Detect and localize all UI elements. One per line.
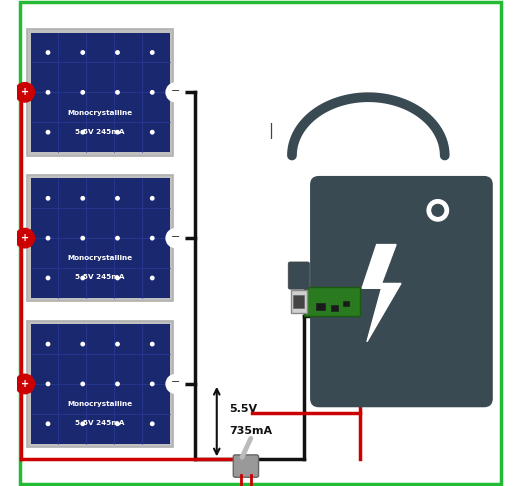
- Circle shape: [151, 196, 154, 200]
- Text: −: −: [171, 86, 180, 96]
- Text: Monocrystalline: Monocrystalline: [68, 255, 133, 261]
- Circle shape: [81, 276, 84, 280]
- Circle shape: [81, 237, 84, 240]
- Circle shape: [116, 130, 119, 134]
- Text: |: |: [268, 123, 273, 139]
- Polygon shape: [362, 244, 401, 342]
- Circle shape: [151, 422, 154, 426]
- Circle shape: [116, 276, 119, 280]
- Circle shape: [151, 237, 154, 240]
- FancyBboxPatch shape: [27, 175, 173, 301]
- Text: +: +: [21, 233, 29, 243]
- Circle shape: [81, 382, 84, 386]
- Circle shape: [15, 374, 34, 394]
- Circle shape: [432, 205, 444, 216]
- Text: −: −: [171, 232, 180, 242]
- Circle shape: [116, 196, 119, 200]
- FancyBboxPatch shape: [288, 262, 309, 289]
- Text: −: −: [171, 378, 180, 387]
- Circle shape: [15, 83, 34, 102]
- FancyBboxPatch shape: [31, 178, 170, 298]
- Text: Monocrystalline: Monocrystalline: [68, 109, 133, 116]
- FancyBboxPatch shape: [31, 33, 170, 152]
- Circle shape: [151, 90, 154, 94]
- Circle shape: [166, 229, 184, 247]
- FancyBboxPatch shape: [27, 321, 173, 447]
- Circle shape: [166, 83, 184, 102]
- Circle shape: [46, 342, 49, 346]
- Text: Monocrystalline: Monocrystalline: [68, 401, 133, 407]
- Circle shape: [116, 382, 119, 386]
- FancyBboxPatch shape: [293, 295, 304, 308]
- Text: +: +: [21, 87, 29, 97]
- FancyBboxPatch shape: [291, 290, 307, 313]
- FancyBboxPatch shape: [316, 303, 325, 310]
- Circle shape: [46, 90, 49, 94]
- Text: 735mA: 735mA: [229, 426, 272, 436]
- Circle shape: [46, 51, 49, 54]
- Circle shape: [116, 342, 119, 346]
- Circle shape: [46, 196, 49, 200]
- FancyBboxPatch shape: [20, 2, 501, 484]
- Circle shape: [81, 130, 84, 134]
- Circle shape: [151, 51, 154, 54]
- Circle shape: [46, 237, 49, 240]
- Circle shape: [151, 382, 154, 386]
- Circle shape: [81, 422, 84, 426]
- FancyBboxPatch shape: [304, 287, 360, 316]
- FancyBboxPatch shape: [331, 305, 338, 311]
- Text: 5.5V: 5.5V: [229, 404, 257, 415]
- FancyBboxPatch shape: [233, 455, 258, 477]
- Text: 5.5V 245mA: 5.5V 245mA: [76, 274, 125, 280]
- Circle shape: [151, 342, 154, 346]
- Circle shape: [46, 382, 49, 386]
- Circle shape: [81, 342, 84, 346]
- Circle shape: [151, 130, 154, 134]
- Circle shape: [116, 422, 119, 426]
- FancyBboxPatch shape: [343, 301, 349, 306]
- Circle shape: [81, 196, 84, 200]
- Circle shape: [46, 422, 49, 426]
- FancyBboxPatch shape: [31, 324, 170, 444]
- Text: 5.5V 245mA: 5.5V 245mA: [76, 420, 125, 426]
- Circle shape: [46, 130, 49, 134]
- Circle shape: [116, 237, 119, 240]
- Circle shape: [46, 276, 49, 280]
- Text: 5.5V 245mA: 5.5V 245mA: [76, 128, 125, 135]
- Circle shape: [151, 276, 154, 280]
- FancyBboxPatch shape: [27, 29, 173, 156]
- Circle shape: [81, 90, 84, 94]
- Circle shape: [81, 51, 84, 54]
- Circle shape: [116, 51, 119, 54]
- Circle shape: [116, 90, 119, 94]
- Circle shape: [15, 228, 34, 248]
- Circle shape: [427, 200, 449, 221]
- FancyBboxPatch shape: [310, 176, 493, 407]
- Circle shape: [166, 375, 184, 393]
- Text: +: +: [21, 379, 29, 389]
